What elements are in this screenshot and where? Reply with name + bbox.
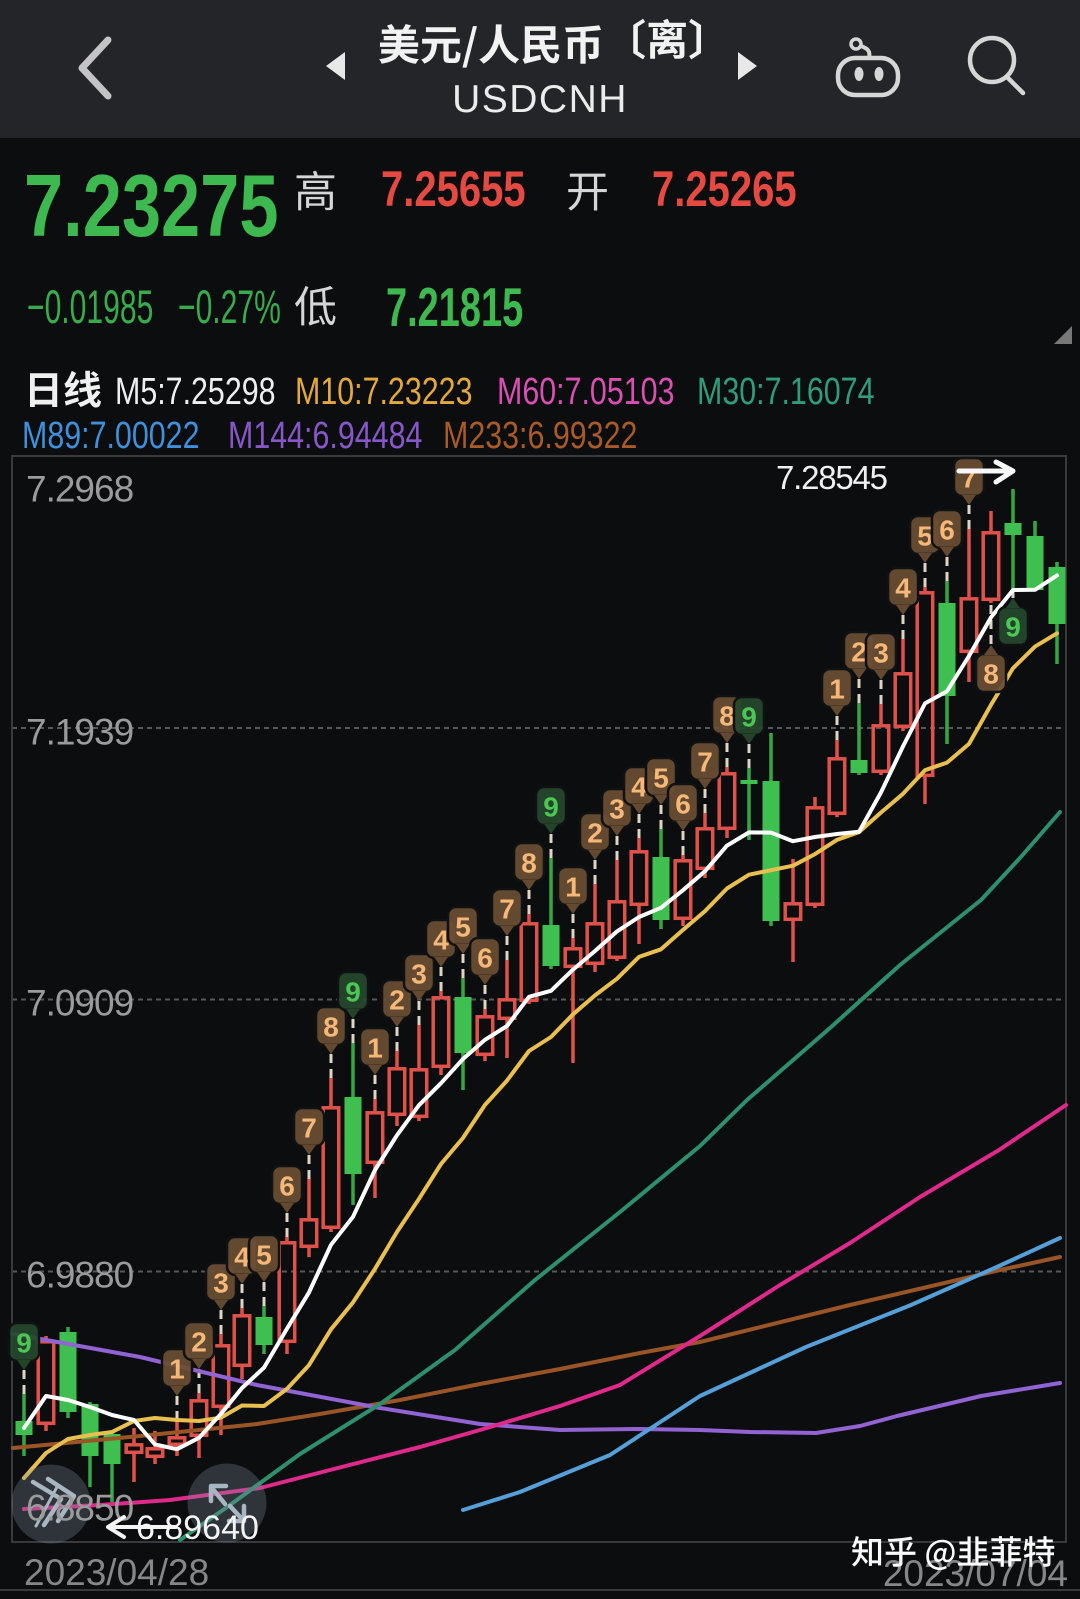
svg-text:4: 4: [895, 573, 911, 604]
svg-text:3: 3: [213, 1268, 229, 1299]
svg-text:1: 1: [169, 1354, 185, 1385]
svg-text:4: 4: [631, 772, 647, 803]
svg-text:3: 3: [411, 959, 427, 990]
svg-text:6: 6: [939, 515, 955, 546]
svg-text:2: 2: [191, 1327, 207, 1358]
svg-text:1: 1: [829, 674, 845, 705]
svg-text:2: 2: [851, 637, 867, 668]
svg-text:7.0909: 7.0909: [26, 983, 133, 1024]
svg-text:5: 5: [917, 521, 933, 552]
svg-text:3: 3: [873, 638, 889, 669]
svg-text:5: 5: [653, 763, 669, 794]
svg-text:7: 7: [499, 894, 515, 925]
svg-text:8: 8: [983, 659, 999, 690]
svg-text:5: 5: [455, 912, 471, 943]
svg-text:3: 3: [609, 794, 625, 825]
svg-text:5: 5: [256, 1240, 272, 1271]
svg-text:1: 1: [367, 1033, 383, 1064]
svg-text:6: 6: [279, 1171, 295, 1202]
svg-text:1: 1: [565, 872, 581, 903]
svg-text:8: 8: [521, 848, 537, 879]
svg-text:9: 9: [1005, 612, 1021, 643]
svg-text:4: 4: [433, 925, 449, 956]
svg-text:9: 9: [16, 1328, 32, 1359]
svg-text:2: 2: [389, 985, 405, 1016]
svg-text:7: 7: [301, 1113, 317, 1144]
svg-text:7: 7: [697, 747, 713, 778]
svg-text:7.1939: 7.1939: [26, 712, 133, 753]
svg-text:2023/04/28: 2023/04/28: [24, 1552, 209, 1593]
svg-text:6: 6: [477, 943, 493, 974]
svg-text:6.9880: 6.9880: [26, 1255, 134, 1296]
svg-text:7.2968: 7.2968: [26, 469, 133, 510]
svg-text:4: 4: [234, 1242, 250, 1273]
svg-text:8: 8: [323, 1012, 339, 1043]
svg-text:6: 6: [675, 789, 691, 820]
svg-text:9: 9: [345, 977, 361, 1008]
svg-text:7: 7: [961, 463, 977, 494]
svg-text:7.28545: 7.28545: [776, 459, 888, 496]
svg-text:9: 9: [741, 702, 757, 733]
svg-text:2: 2: [587, 818, 603, 849]
svg-text:8: 8: [719, 701, 735, 732]
svg-text:9: 9: [543, 792, 559, 823]
